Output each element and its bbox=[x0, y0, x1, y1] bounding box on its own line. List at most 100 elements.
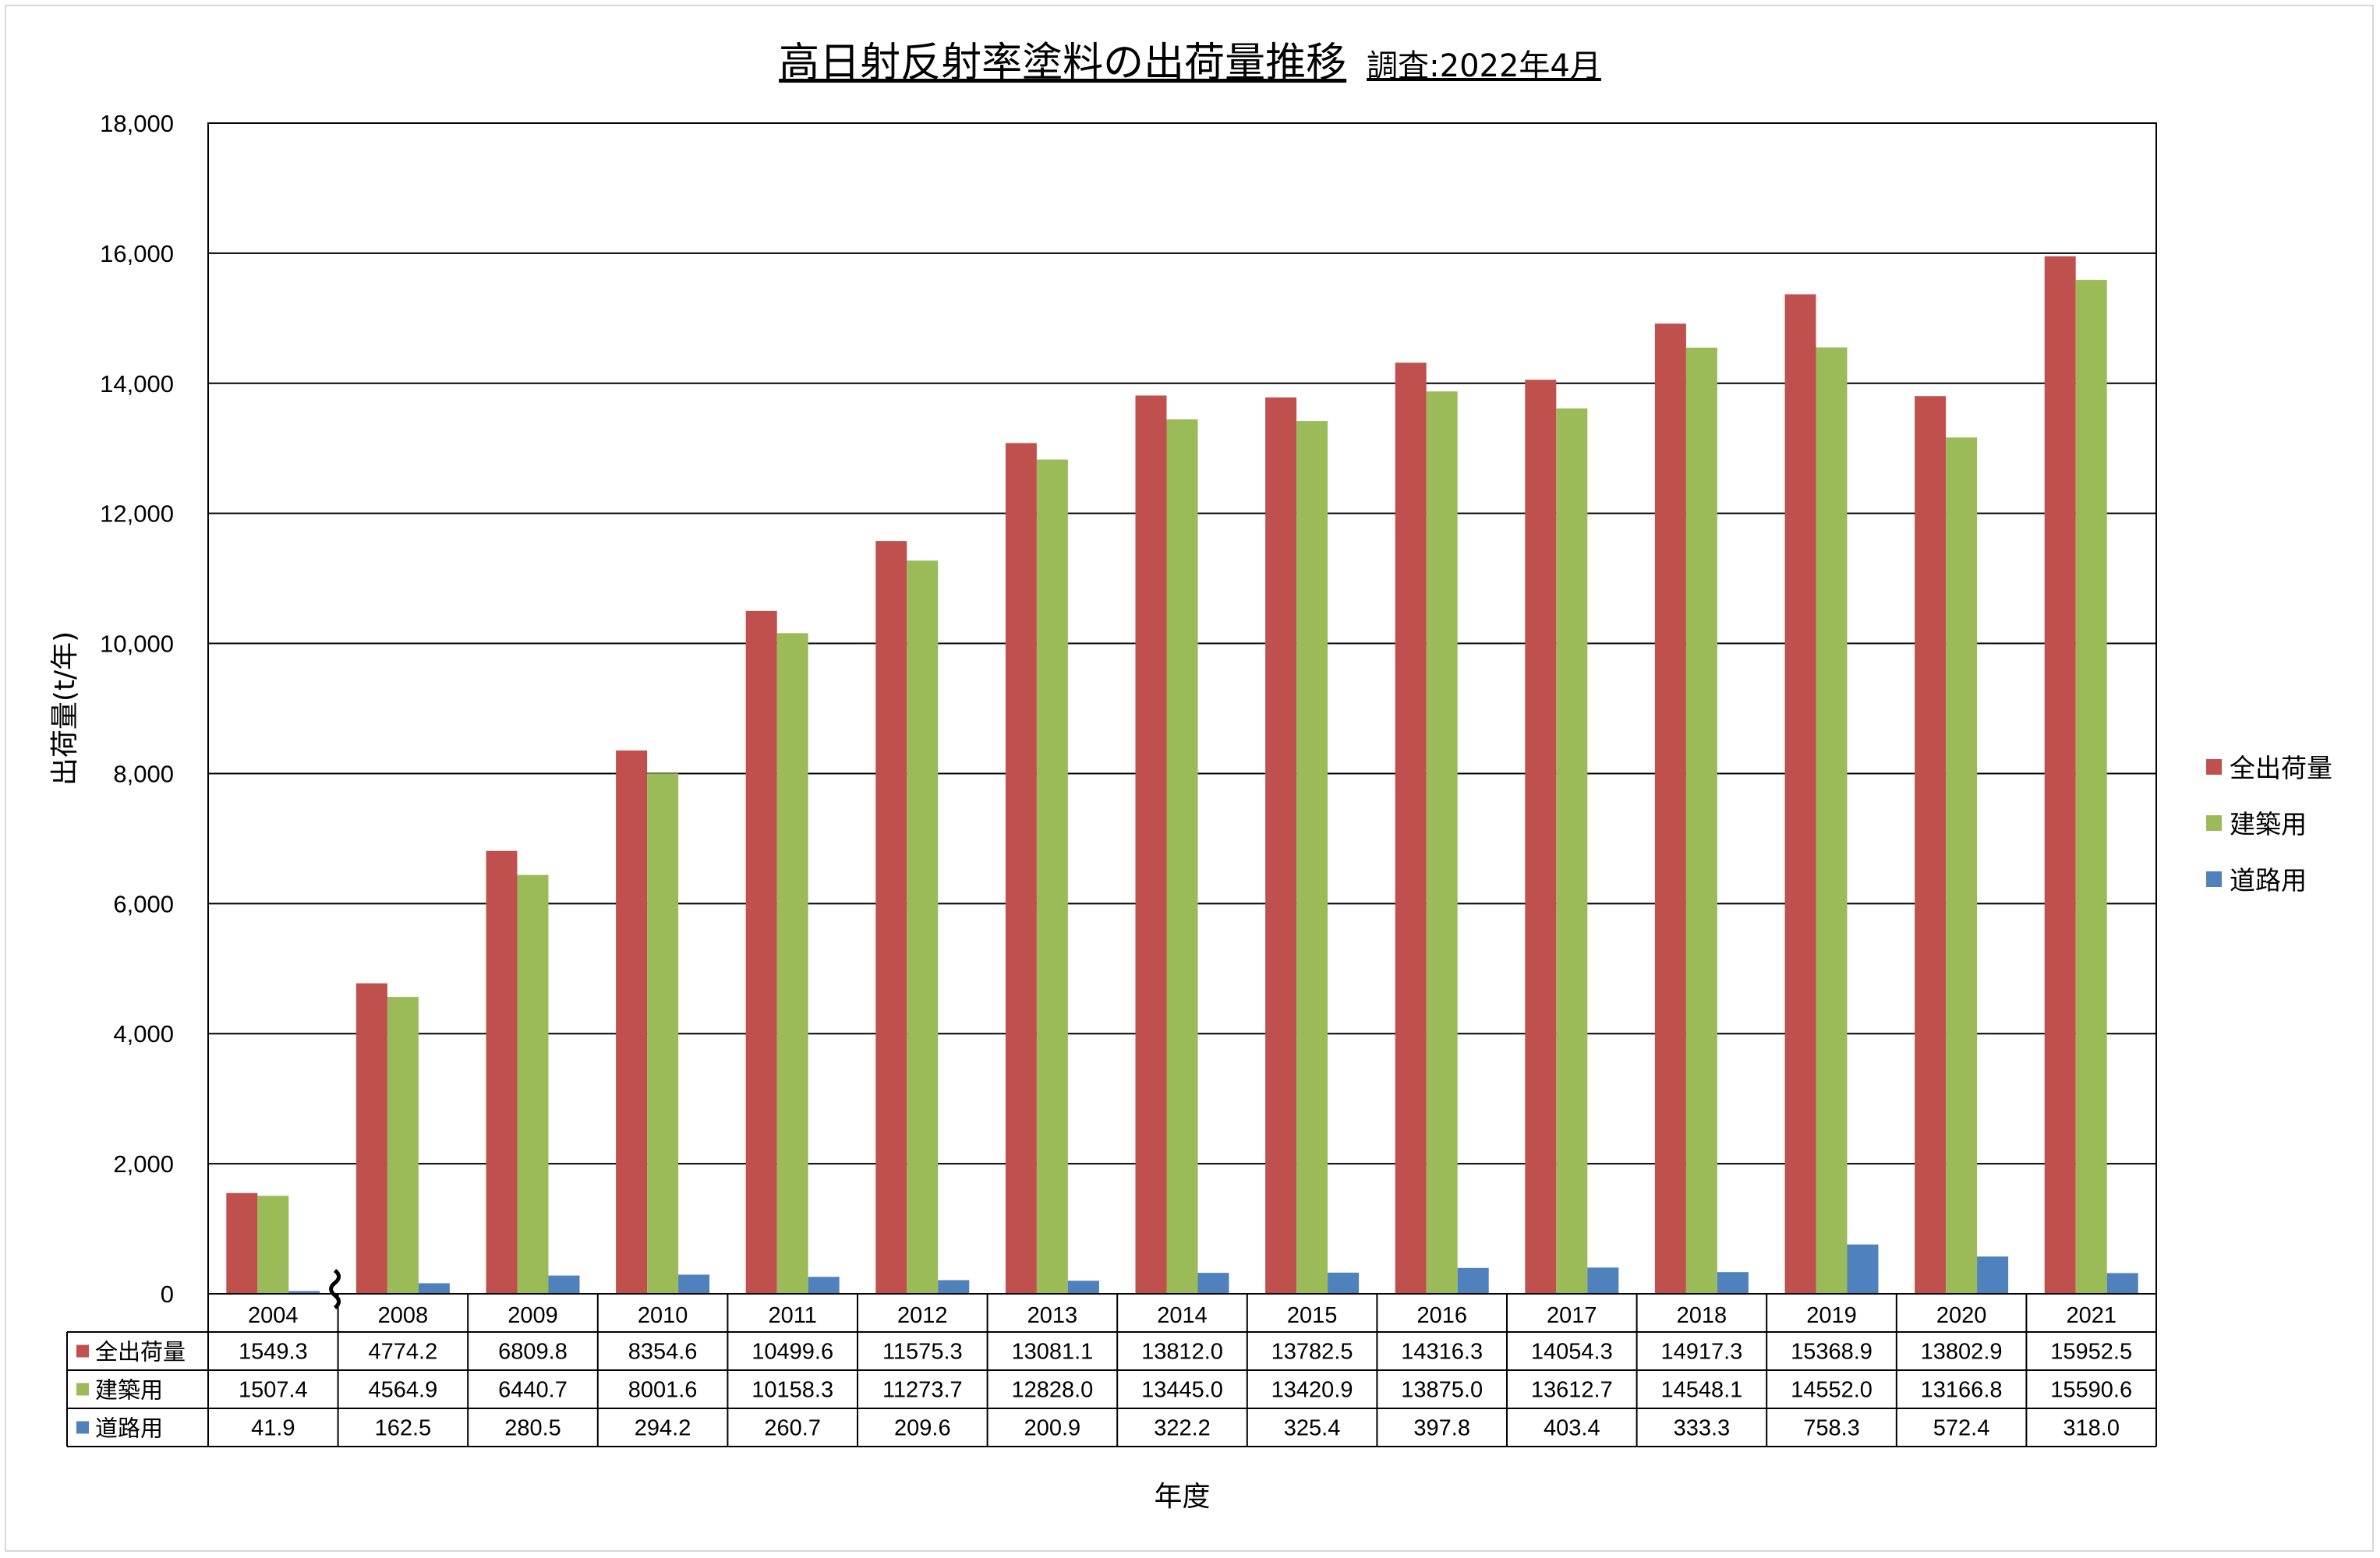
table-cell: 13782.5 bbox=[1271, 1340, 1353, 1365]
y-tick-label: 2,000 bbox=[113, 1150, 174, 1178]
table-legend-key bbox=[76, 1421, 89, 1434]
table-cell: 572.4 bbox=[1933, 1416, 1990, 1441]
table-cell: 325.4 bbox=[1284, 1416, 1341, 1441]
bar-全出荷量-2013 bbox=[1005, 443, 1037, 1295]
bar-道路用-2010 bbox=[678, 1274, 710, 1294]
bar-全出荷量-2014 bbox=[1135, 395, 1167, 1294]
table-cell: 162.5 bbox=[375, 1416, 432, 1441]
table-legend-key bbox=[76, 1383, 89, 1396]
table-cell: 6809.8 bbox=[498, 1340, 568, 1365]
table-cell: 15590.6 bbox=[2050, 1378, 2132, 1403]
x-axis-label: 年度 bbox=[1154, 1481, 1210, 1513]
table-cell: 14917.3 bbox=[1660, 1340, 1742, 1365]
table-cell: 11273.7 bbox=[882, 1378, 963, 1403]
x-category-label: 2014 bbox=[1157, 1303, 1208, 1328]
y-tick-label: 6,000 bbox=[113, 890, 174, 917]
bar-道路用-2020 bbox=[1977, 1256, 2009, 1294]
bar-建築用-2015 bbox=[1296, 421, 1328, 1294]
table-cell: 15368.9 bbox=[1791, 1340, 1873, 1365]
bar-建築用-2008 bbox=[387, 997, 419, 1294]
table-cell: 8354.6 bbox=[628, 1340, 698, 1365]
table-cell: 13166.8 bbox=[1921, 1378, 2003, 1403]
survey-note: 調査:2022年4月 bbox=[1367, 48, 1601, 84]
bar-建築用-2018 bbox=[1685, 348, 1717, 1294]
bar-道路用-2014 bbox=[1197, 1273, 1229, 1294]
bar-建築用-2017 bbox=[1556, 408, 1588, 1294]
legend-key bbox=[2206, 815, 2222, 831]
table-cell: 13612.7 bbox=[1531, 1378, 1613, 1403]
x-category-label: 2008 bbox=[378, 1303, 429, 1328]
bar-全出荷量-2015 bbox=[1265, 397, 1297, 1294]
table-cell: 4774.2 bbox=[369, 1340, 438, 1365]
table-cell: 41.9 bbox=[251, 1416, 295, 1441]
table-row-label: 道路用 bbox=[95, 1415, 163, 1442]
y-axis-label: 出荷量(t/年) bbox=[49, 631, 81, 786]
table-cell: 1549.3 bbox=[239, 1340, 308, 1365]
table-cell: 294.2 bbox=[635, 1416, 691, 1441]
x-category-label: 2010 bbox=[638, 1303, 688, 1328]
bar-全出荷量-2020 bbox=[1915, 396, 1947, 1295]
bar-道路用-2012 bbox=[938, 1280, 970, 1294]
table-legend-key bbox=[76, 1344, 89, 1358]
table-cell: 14316.3 bbox=[1401, 1340, 1483, 1365]
table-cell: 333.3 bbox=[1674, 1416, 1731, 1441]
table-cell: 15952.5 bbox=[2050, 1340, 2132, 1365]
y-tick-label: 12,000 bbox=[100, 500, 174, 528]
bar-建築用-2004 bbox=[257, 1196, 289, 1294]
bar-建築用-2014 bbox=[1166, 419, 1198, 1295]
x-category-label: 2016 bbox=[1416, 1303, 1467, 1328]
bar-道路用-2004 bbox=[288, 1291, 320, 1294]
table-cell: 4564.9 bbox=[369, 1378, 438, 1403]
bar-全出荷量-2010 bbox=[616, 750, 648, 1294]
table-row-label: 建築用 bbox=[95, 1377, 163, 1404]
table-row-label: 全出荷量 bbox=[95, 1339, 186, 1365]
table-cell: 14552.0 bbox=[1791, 1378, 1873, 1403]
bar-建築用-2019 bbox=[1816, 347, 1848, 1294]
table-cell: 13445.0 bbox=[1141, 1378, 1223, 1403]
bar-全出荷量-2017 bbox=[1525, 380, 1557, 1295]
table-cell: 260.7 bbox=[764, 1416, 821, 1441]
chart-title: 高日射反射率塗料の出荷量推移 bbox=[779, 40, 1347, 87]
table-cell: 13802.9 bbox=[1921, 1340, 2003, 1365]
bar-全出荷量-2011 bbox=[745, 610, 777, 1294]
legend-key bbox=[2206, 759, 2222, 775]
bar-建築用-2011 bbox=[776, 633, 808, 1294]
bar-道路用-2016 bbox=[1457, 1267, 1489, 1294]
y-tick-label: 16,000 bbox=[100, 240, 174, 267]
x-category-label: 2017 bbox=[1547, 1303, 1597, 1328]
x-category-label: 2020 bbox=[1936, 1303, 1987, 1328]
bar-建築用-2020 bbox=[1946, 437, 1978, 1294]
table-cell: 758.3 bbox=[1803, 1416, 1860, 1441]
table-cell: 280.5 bbox=[504, 1416, 561, 1441]
bar-道路用-2019 bbox=[1847, 1244, 1879, 1294]
bar-全出荷量-2004 bbox=[226, 1192, 258, 1294]
chart-title-block: 高日射反射率塗料の出荷量推移 調査:2022年4月 bbox=[0, 30, 2380, 88]
table-cell: 13081.1 bbox=[1011, 1340, 1093, 1365]
bar-道路用-2008 bbox=[418, 1283, 450, 1294]
bar-道路用-2021 bbox=[2106, 1273, 2138, 1294]
x-category-label: 2018 bbox=[1677, 1303, 1728, 1328]
bar-道路用-2015 bbox=[1328, 1272, 1360, 1294]
y-tick-label: 8,000 bbox=[113, 760, 174, 787]
table-cell: 6440.7 bbox=[498, 1378, 568, 1403]
table-cell: 322.2 bbox=[1154, 1416, 1211, 1441]
x-category-label: 2013 bbox=[1027, 1303, 1078, 1328]
bar-全出荷量-2016 bbox=[1395, 362, 1427, 1295]
legend-key bbox=[2206, 871, 2222, 887]
bar-建築用-2009 bbox=[517, 874, 549, 1294]
bar-全出荷量-2019 bbox=[1784, 294, 1816, 1295]
y-tick-label: 4,000 bbox=[113, 1020, 174, 1047]
table-cell: 14054.3 bbox=[1531, 1340, 1613, 1365]
table-cell: 10158.3 bbox=[751, 1378, 833, 1403]
bar-建築用-2012 bbox=[907, 560, 939, 1294]
x-category-label: 2015 bbox=[1287, 1303, 1338, 1328]
bar-道路用-2011 bbox=[808, 1277, 840, 1294]
bar-全出荷量-2012 bbox=[875, 541, 907, 1294]
bar-道路用-2017 bbox=[1587, 1267, 1619, 1294]
table-cell: 11575.3 bbox=[882, 1340, 963, 1365]
bar-全出荷量-2018 bbox=[1654, 323, 1686, 1295]
x-category-label: 2019 bbox=[1806, 1303, 1857, 1328]
y-tick-label: 0 bbox=[161, 1281, 174, 1308]
table-cell: 13420.9 bbox=[1271, 1378, 1353, 1403]
